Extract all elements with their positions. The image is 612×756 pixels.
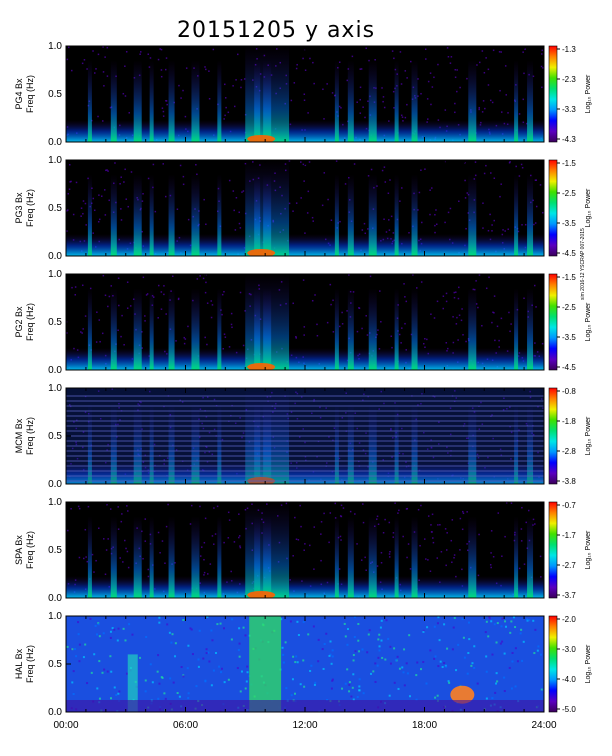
- y-tick-label: 1.0: [48, 497, 62, 508]
- spectrogram-image: [66, 274, 544, 370]
- colorbar-tick-label: -2.7: [562, 561, 576, 570]
- colorbar-tick-label: -3.5: [562, 219, 576, 228]
- colorbar-tick-label: -4.5: [562, 363, 576, 372]
- y-tick-label: 1.0: [48, 383, 62, 394]
- colorbar-tick-label: -0.7: [562, 501, 576, 510]
- spectrogram-image: [66, 616, 544, 712]
- colorbar-tick-label: -4.5: [562, 249, 576, 258]
- colorbar: [548, 45, 558, 143]
- colorbar-label: Log₁₀ Power: [585, 74, 592, 113]
- colorbar-tick-label: -1.5: [562, 159, 576, 168]
- colorbar-tick-label: -2.3: [562, 75, 576, 84]
- colorbar-tick-label: -4.3: [562, 135, 576, 144]
- y-tick-label: 0.0: [48, 479, 62, 490]
- y-tick-label: 1.0: [48, 41, 62, 52]
- x-tick-label: 06:00: [173, 720, 198, 731]
- colorbar: [548, 501, 558, 599]
- y-axis-label: Freq (Hz): [25, 645, 35, 683]
- colorbar-tick-label: -5.0: [562, 705, 576, 714]
- colorbar-tick-label: -3.8: [562, 477, 576, 486]
- colorbar-tick-label: -2.5: [562, 303, 576, 312]
- x-tick-label: 12:00: [292, 720, 317, 731]
- spectrogram-image: [66, 388, 544, 484]
- colorbar: [548, 159, 558, 257]
- y-tick-label: 0.0: [48, 707, 62, 718]
- panel-pg4: 0.0 0.5 1.0 PG4 Bx Freq (Hz) -1.3 -2.3 -3.3 -4.3…: [14, 41, 592, 148]
- y-tick-label: 1.0: [48, 269, 62, 280]
- colorbar-tick-label: -2.5: [562, 189, 576, 198]
- colorbar-label: Log₁₀ Power: [585, 188, 592, 227]
- station-label: PG2 Bx: [14, 306, 24, 338]
- colorbar-label: Log₁₀ Power: [585, 530, 592, 569]
- colorbar-tick-label: -1.8: [562, 417, 576, 426]
- panel-spa: 0.0 0.5 1.0 SPA Bx Freq (Hz) -0.7 -1.7 -2.7 -3.7…: [14, 497, 592, 604]
- panel-pg3: 0.0 0.5 1.0 PG3 Bx Freq (Hz) -1.5 -2.5 -3.5 -4.5…: [14, 155, 592, 262]
- colorbar: [548, 387, 558, 485]
- colorbar: [548, 615, 558, 713]
- colorbar-tick-label: -2.8: [562, 447, 576, 456]
- colorbar-tick-label: -3.0: [562, 645, 576, 654]
- y-axis-label: Freq (Hz): [25, 75, 35, 113]
- y-tick-label: 0.0: [48, 365, 62, 376]
- station-label: MCM Bx: [14, 418, 24, 453]
- colorbar-tick-label: -4.0: [562, 675, 576, 684]
- y-tick-label: 0.0: [48, 137, 62, 148]
- colorbar-label: Log₁₀ Power: [585, 302, 592, 341]
- colorbar-tick-label: -3.3: [562, 105, 576, 114]
- y-tick-label: 0.5: [48, 659, 62, 670]
- colorbar-tick-label: -1.3: [562, 45, 576, 54]
- y-axis-label: Freq (Hz): [25, 189, 35, 227]
- panel-pg2: 0.0 0.5 1.0 PG2 Bx Freq (Hz) -1.5 -2.5 -3.5 -4.5…: [14, 269, 592, 376]
- station-label: PG3 Bx: [14, 192, 24, 224]
- x-tick-label: 18:00: [412, 720, 437, 731]
- y-tick-label: 0.5: [48, 203, 62, 214]
- colorbar-label: Log₁₀ Power: [585, 416, 592, 455]
- x-tick-label: 00:00: [53, 720, 78, 731]
- colorbar-tick-label: -1.7: [562, 531, 576, 540]
- y-tick-label: 0.5: [48, 431, 62, 442]
- y-tick-label: 0.0: [48, 251, 62, 262]
- panel-hal: 0.0 0.5 1.0 HAL Bx Freq (Hz) -2.0 -3.0 -4.0 -5.0…: [14, 611, 592, 731]
- x-tick-label: 24:00: [531, 720, 556, 731]
- chart-title: 20151205 y axis: [176, 18, 376, 43]
- y-tick-label: 0.5: [48, 317, 62, 328]
- y-tick-label: 1.0: [48, 155, 62, 166]
- colorbar-tick-label: -3.7: [562, 591, 576, 600]
- spectrogram-image: [66, 46, 544, 142]
- station-label: SPA Bx: [14, 535, 24, 565]
- y-tick-label: 0.0: [48, 593, 62, 604]
- colorbar-tick-label: -0.8: [562, 387, 576, 396]
- y-tick-label: 0.5: [48, 89, 62, 100]
- colorbar-tick-label: -2.0: [562, 615, 576, 624]
- colorbar: [548, 273, 558, 371]
- y-axis-label: Freq (Hz): [25, 531, 35, 569]
- colorbar-tick-label: -1.5: [562, 273, 576, 282]
- spectrogram-image: [66, 160, 544, 256]
- y-axis-label: Freq (Hz): [25, 417, 35, 455]
- colorbar-tick-label: -3.5: [562, 333, 576, 342]
- station-label: HAL Bx: [14, 648, 24, 679]
- y-axis-label: Freq (Hz): [25, 303, 35, 341]
- spectrogram-image: [66, 502, 544, 598]
- y-tick-label: 1.0: [48, 611, 62, 622]
- station-label: PG4 Bx: [14, 78, 24, 110]
- colorbar-label: Log₁₀ Power: [585, 644, 592, 683]
- y-tick-label: 0.5: [48, 545, 62, 556]
- panel-mcm: 0.0 0.5 1.0 MCM Bx Freq (Hz) -0.8 -1.8 -2.8 -3.8…: [14, 383, 592, 490]
